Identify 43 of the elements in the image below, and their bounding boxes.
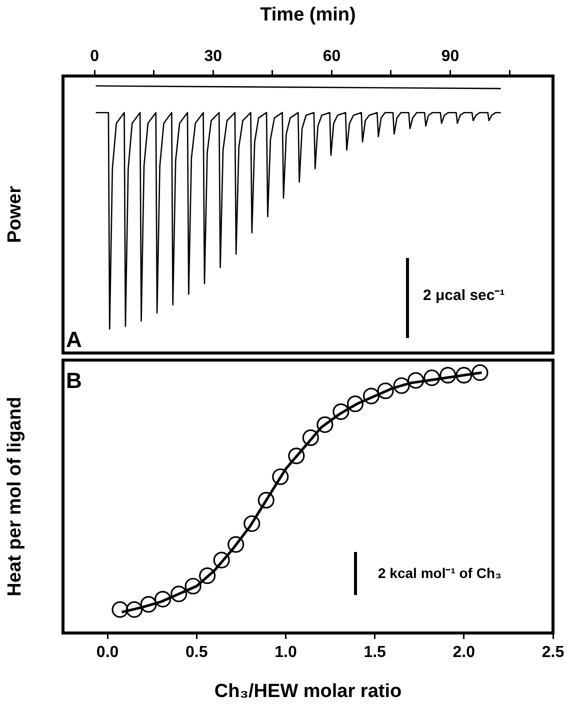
point: [408, 372, 424, 389]
point: [244, 515, 260, 532]
y-axis-title: Power: [4, 185, 26, 244]
y-axis-title: Heat per mol of ligand: [4, 396, 26, 596]
point: [126, 601, 143, 618]
x-tick-label: 90: [441, 48, 460, 65]
x-tick-label: 1.0: [274, 644, 297, 662]
point: [288, 448, 305, 464]
point: [184, 578, 202, 594]
annotation: A: [66, 327, 82, 352]
point: [362, 388, 380, 404]
point: [154, 590, 172, 608]
point: [472, 364, 488, 381]
x-tick-label: 2.5: [542, 644, 564, 662]
annotation: 2 kcal mol⁻¹ of Ch₃: [378, 565, 502, 581]
annotation: 2 μcal sec⁻¹: [423, 287, 505, 304]
point: [258, 492, 274, 508]
point: [302, 429, 319, 446]
point: [213, 552, 230, 568]
x-axis-title: Ch₃/HEW molar ratio: [214, 680, 402, 702]
point: [228, 536, 244, 553]
point: [316, 416, 334, 433]
x-tick-label: 30: [204, 48, 222, 65]
point: [272, 468, 289, 486]
x-tick-label: 2.0: [452, 644, 476, 662]
point: [112, 601, 128, 618]
x-tick-label: 60: [322, 48, 341, 65]
point: [424, 370, 440, 386]
point: [332, 403, 350, 420]
x-tick-label: 0.0: [96, 644, 119, 662]
point: [393, 377, 410, 394]
x-tick-label: 0: [90, 48, 100, 65]
x-axis-title: Time (min): [260, 4, 356, 26]
point: [440, 366, 456, 384]
point: [140, 596, 157, 613]
x-tick-label: 1.5: [364, 644, 386, 662]
point: [199, 567, 216, 584]
point: [377, 382, 394, 400]
point: [170, 586, 188, 602]
point: [456, 366, 472, 384]
x-tick-label: 0.5: [186, 644, 208, 662]
point: [346, 396, 364, 412]
annotation: B: [66, 368, 82, 393]
